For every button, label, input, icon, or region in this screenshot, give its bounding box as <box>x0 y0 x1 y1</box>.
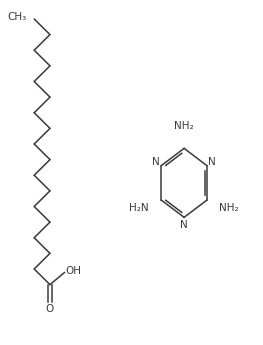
Text: N: N <box>153 157 160 167</box>
Text: O: O <box>46 304 54 314</box>
Text: NH₂: NH₂ <box>219 204 239 213</box>
Text: N: N <box>208 157 216 167</box>
Text: CH₃: CH₃ <box>7 12 26 22</box>
Text: H₂N: H₂N <box>129 204 149 213</box>
Text: OH: OH <box>66 266 82 276</box>
Text: N: N <box>180 220 188 230</box>
Text: NH₂: NH₂ <box>174 121 194 131</box>
